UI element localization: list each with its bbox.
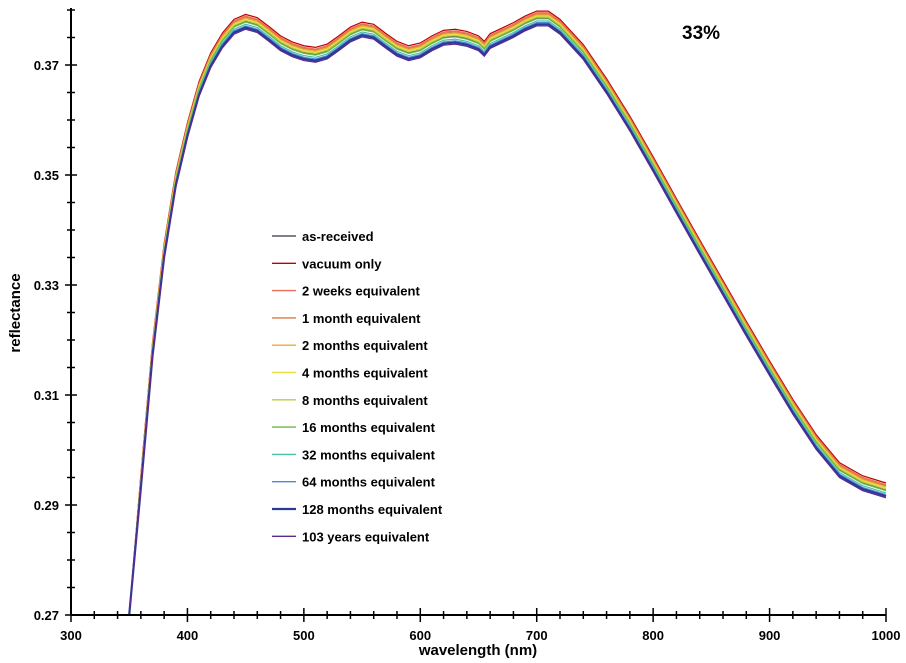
- legend-label: vacuum only: [302, 256, 382, 271]
- x-tick-label: 1000: [872, 628, 901, 643]
- legend-label: 2 weeks equivalent: [302, 284, 420, 299]
- x-tick-label: 500: [293, 628, 315, 643]
- x-tick-label: 300: [60, 628, 82, 643]
- legend-label: 64 months equivalent: [302, 475, 436, 490]
- series-line: [128, 20, 887, 616]
- x-tick-label: 700: [526, 628, 548, 643]
- legend-item: 4 months equivalent: [272, 366, 428, 381]
- y-tick-label: 0.31: [34, 388, 59, 403]
- legend: as-received vacuum only 2 weeks equivalent…: [272, 229, 443, 544]
- y-tick-label: 0.27: [34, 608, 59, 623]
- legend-item: 64 months equivalent: [272, 475, 436, 490]
- series-line: [128, 12, 887, 616]
- legend-item: 32 months equivalent: [272, 447, 436, 462]
- legend-item: 1 month equivalent: [272, 311, 421, 326]
- legend-label: 16 months equivalent: [302, 420, 436, 435]
- legend-label: 4 months equivalent: [302, 366, 428, 381]
- series-line: [128, 10, 887, 616]
- legend-item: 2 months equivalent: [272, 338, 428, 353]
- legend-label: 32 months equivalent: [302, 447, 436, 462]
- series-line: [128, 14, 887, 616]
- y-tick-label: 0.29: [34, 498, 59, 513]
- legend-item: 128 months equivalent: [272, 502, 443, 517]
- legend-item: 2 weeks equivalent: [272, 284, 420, 299]
- legend-item: as-received: [272, 229, 374, 244]
- legend-label: 128 months equivalent: [302, 502, 443, 517]
- x-axis-title: wavelength (nm): [418, 642, 537, 659]
- legend-item: 16 months equivalent: [272, 420, 436, 435]
- y-tick-label: 0.33: [34, 278, 59, 293]
- series-line: [128, 15, 887, 616]
- y-tick-label: 0.35: [34, 168, 59, 183]
- series-line: [128, 25, 887, 616]
- series-line: [128, 17, 887, 616]
- y-tick-label: 0.37: [34, 58, 59, 73]
- y-axis-title: reflectance: [7, 273, 24, 352]
- legend-label: 1 month equivalent: [302, 311, 421, 326]
- series-line: [128, 16, 887, 616]
- x-tick-label: 600: [409, 628, 431, 643]
- legend-label: 103 years equivalent: [302, 529, 430, 544]
- legend-item: vacuum only: [272, 256, 382, 271]
- series-line: [128, 22, 887, 616]
- chart-annotation: 33%: [682, 23, 720, 44]
- plot-lines: [128, 10, 887, 616]
- series-line: [128, 18, 887, 616]
- legend-item: 8 months equivalent: [272, 393, 428, 408]
- x-tick-label: 400: [177, 628, 199, 643]
- x-tick-label: 900: [759, 628, 781, 643]
- x-tick-label: 800: [642, 628, 664, 643]
- series-line: [128, 23, 887, 616]
- legend-label: 2 months equivalent: [302, 338, 428, 353]
- legend-item: 103 years equivalent: [272, 529, 430, 544]
- legend-label: as-received: [302, 229, 374, 244]
- legend-label: 8 months equivalent: [302, 393, 428, 408]
- axes: 0.27 0.29 0.31 0.33 0.35 0.37 300 400 500 600 700 8…: [34, 8, 901, 643]
- series-line: [128, 13, 887, 616]
